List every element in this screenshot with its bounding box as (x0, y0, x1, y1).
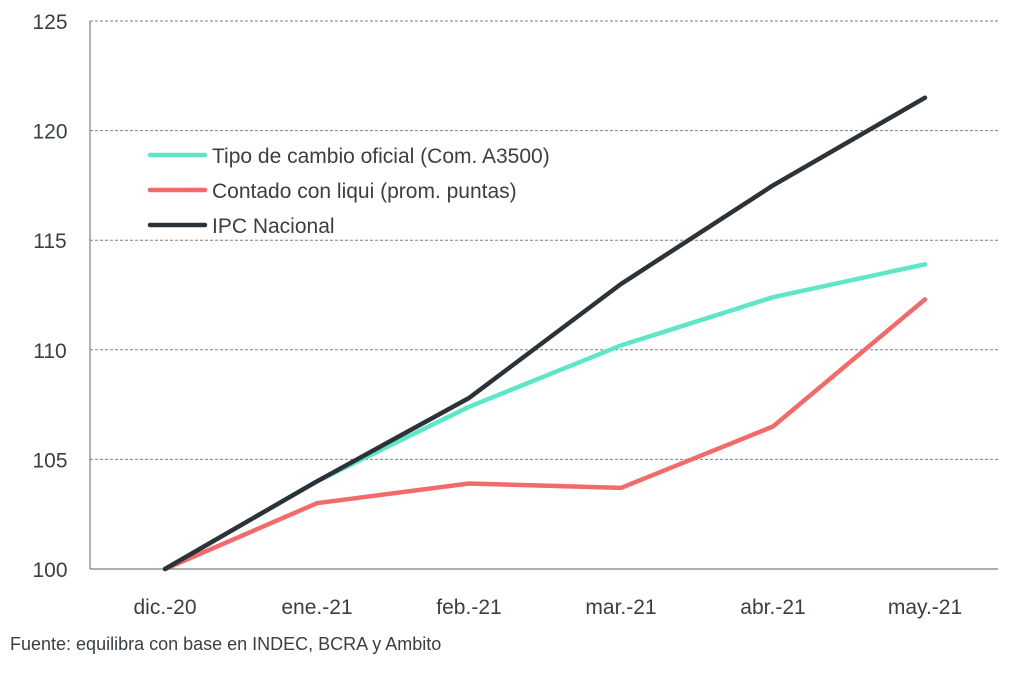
y-tick-label: 105 (32, 449, 67, 472)
source-note: Fuente: equilibra con base en INDEC, BCR… (10, 634, 442, 654)
series-line-1 (162, 262, 928, 572)
y-tick-labels: 100 105 110 115 120 125 (32, 11, 67, 582)
series-line-3 (162, 95, 928, 572)
y-tick-label: 120 (32, 121, 67, 144)
y-tick-label: 125 (32, 11, 67, 34)
x-tick-labels: dic.-20 ene.-21 feb.-21 mar.-21 abr.-21 may.-… (133, 596, 962, 619)
x-tick-label: feb.-21 (436, 596, 501, 619)
x-tick-label: ene.-21 (281, 596, 352, 619)
x-tick-label: mar.-21 (585, 596, 656, 619)
axes (89, 21, 998, 570)
y-tick-label: 110 (33, 340, 66, 363)
legend-label: Contado con liqui (prom. puntas) (212, 180, 517, 203)
x-tick-label: dic.-20 (133, 596, 196, 619)
legend: Tipo de cambio oficial (Com. A3500) Conta… (147, 145, 550, 238)
x-tick-label: abr.-21 (740, 596, 805, 619)
legend-label: IPC Nacional (212, 215, 335, 238)
series-line-2 (162, 297, 928, 572)
legend-label: Tipo de cambio oficial (Com. A3500) (212, 145, 550, 168)
y-tick-label: 115 (33, 230, 66, 253)
y-tick-label: 100 (32, 559, 67, 582)
gridlines (90, 20, 998, 460)
series-lines (162, 95, 928, 572)
x-tick-label: may.-21 (888, 596, 962, 619)
